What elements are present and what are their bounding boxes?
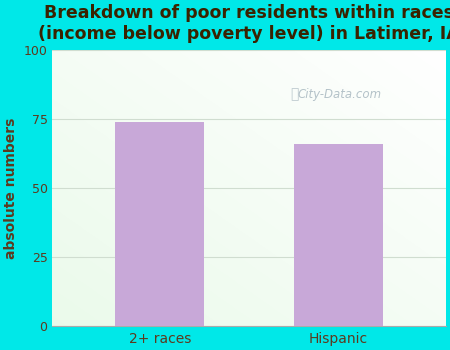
Title: Breakdown of poor residents within races
(income below poverty level) in Latimer: Breakdown of poor residents within races… [38, 4, 450, 43]
Text: City-Data.com: City-Data.com [297, 88, 382, 101]
Bar [294, 144, 383, 326]
Y-axis label: absolute numbers: absolute numbers [4, 118, 18, 259]
Text: ⌕: ⌕ [290, 87, 298, 101]
Bar [115, 122, 204, 326]
